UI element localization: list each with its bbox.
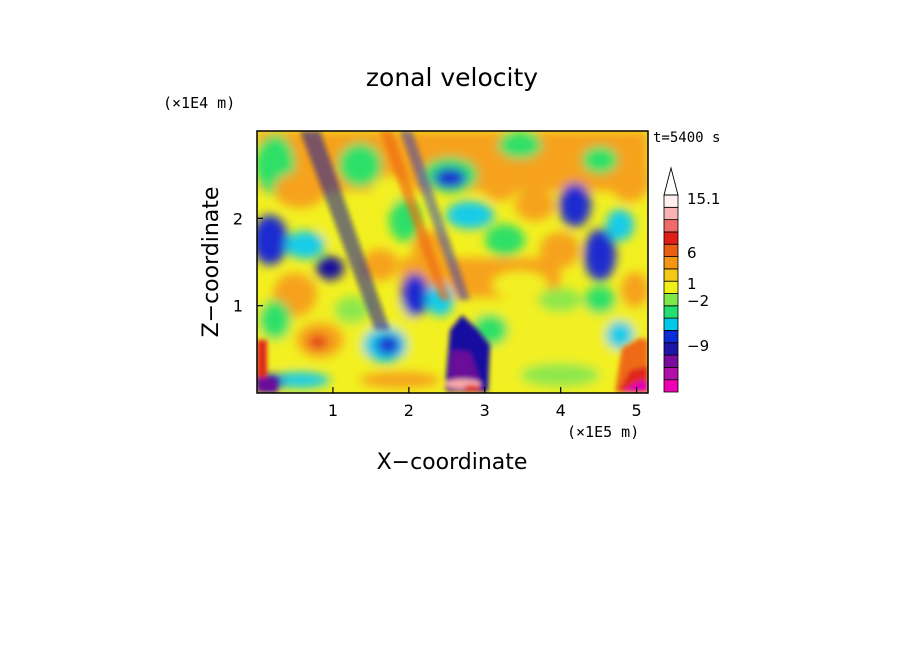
field-detail [622,380,648,392]
velocity-field [257,131,648,393]
y-tick-label: 1 [233,297,243,316]
time-label: t=5400 s [653,130,720,146]
colorbar-segment [663,268,679,282]
field-region [257,215,288,265]
field-region [274,172,326,208]
field-region [308,335,328,349]
y-axis-label: Z−coordinate [199,187,224,338]
field-region [316,256,344,280]
colorbar-labels: 15.1 6 1−2 −9 [687,190,720,355]
colorbar-segment [663,293,679,307]
colorbar-segment [663,305,679,319]
field-region [338,143,382,187]
x-tick-label: 5 [632,401,642,420]
plot-frame [256,130,649,394]
y-unit-label: (×1E4 m) [163,94,235,112]
x-axis-label: X−coordinate [377,450,528,475]
colorbar-segment [663,194,679,208]
colorbar-label: −2 [687,292,709,310]
field-region [259,300,291,340]
field-detail [257,340,267,380]
field-region [520,363,600,387]
field-detail [257,378,277,392]
colorbar-segment [663,231,679,245]
colorbar-segment [663,317,679,331]
field-region [559,183,591,227]
colorbar-segment [663,243,679,257]
field-region [621,272,648,308]
colorbar-segment [663,219,679,233]
field-region [538,288,582,312]
x-axis-ticks: 1 2 3 4 5 [328,387,642,420]
colorbar-segment [663,354,679,368]
colorbar-label: 6 [687,244,697,262]
colorbar-max-arrow [663,166,679,196]
field-region [270,372,330,388]
x-tick-label: 4 [556,401,566,420]
colorbar-label: 1 [687,275,697,293]
colorbar-segment [663,342,679,356]
field-region [582,146,618,174]
x-tick-label: 2 [404,401,414,420]
field-region [515,189,555,221]
field-region [606,209,634,241]
colorbar-segment [663,206,679,221]
colorbar-segment [663,330,679,344]
field-region [401,273,429,317]
field-region [498,131,542,159]
colorbar-label: 15.1 [687,190,720,208]
field-region [482,169,518,201]
field-region [540,232,580,268]
field-region [606,321,634,349]
colorbar-segment [663,256,679,270]
field-region [285,231,325,259]
colorbar-segment [663,280,679,294]
colorbar-label: −9 [687,337,709,355]
field-detail [464,385,480,391]
field-detail [380,131,450,300]
y-tick-label: 2 [233,209,243,228]
chart-title: zonal velocity [366,63,538,92]
colorbar-segment [663,379,679,393]
field-region [584,286,616,314]
field-region [360,372,440,388]
field-region [492,271,548,299]
field-detail [300,131,390,330]
field-region [610,158,648,202]
x-unit-label: (×1E5 m) [567,423,639,441]
field-region [434,168,466,188]
field-region [362,249,398,281]
field-region [584,229,616,281]
field-region [446,201,494,229]
field-region [376,335,400,355]
y-axis-ticks: 12 [233,209,263,316]
x-tick-label: 1 [328,401,338,420]
colorbar-segment [663,366,679,381]
colorbar [663,166,679,393]
field-region [334,296,370,324]
x-tick-label: 3 [480,401,490,420]
field-region [485,224,525,256]
field-detail [400,131,470,300]
